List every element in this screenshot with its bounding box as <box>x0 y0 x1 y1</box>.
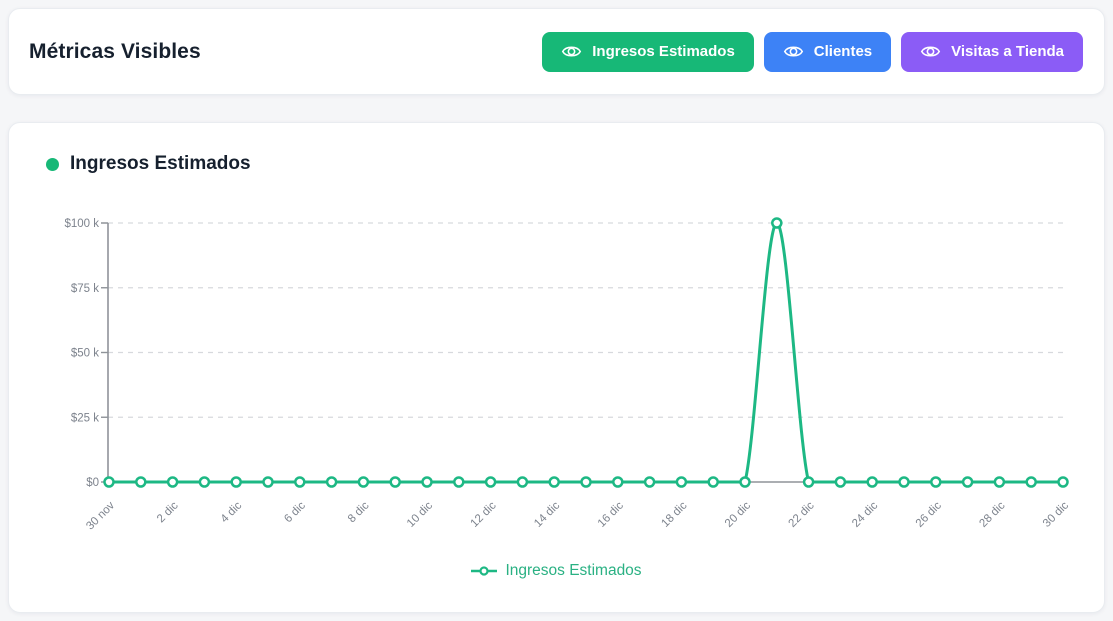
svg-text:18 dic: 18 dic <box>659 499 689 529</box>
legend-label: Ingresos Estimados <box>505 562 642 579</box>
eye-icon <box>920 41 941 62</box>
svg-text:28 dic: 28 dic <box>977 499 1007 529</box>
svg-text:30 dic: 30 dic <box>1041 499 1071 529</box>
metric-button-label: Ingresos Estimados <box>592 43 735 60</box>
toggle-ingresos-estimados-button[interactable]: Ingresos Estimados <box>542 31 754 72</box>
toggle-clientes-button[interactable]: Clientes <box>763 31 892 72</box>
svg-text:24 dic: 24 dic <box>850 499 880 529</box>
metric-button-label: Visitas a Tienda <box>951 43 1064 60</box>
svg-text:$100 k: $100 k <box>64 218 99 230</box>
svg-text:22 dic: 22 dic <box>787 499 817 529</box>
chart-title-label: Ingresos Estimados <box>70 153 251 174</box>
legend-item-ingresos[interactable]: Ingresos Estimados <box>471 562 642 580</box>
svg-text:30 nov: 30 nov <box>84 499 117 532</box>
toggle-visitas-tienda-button[interactable]: Visitas a Tienda <box>901 31 1083 72</box>
page-title: Métricas Visibles <box>29 39 201 63</box>
metric-toggle-buttons: Ingresos Estimados Clientes <box>542 31 1083 72</box>
svg-text:20 dic: 20 dic <box>723 499 753 529</box>
ingresos-line-chart: $0 $25 k $50 k $75 k $100 k 30 nov 2 dic 4 dic 6… <box>64 217 1071 533</box>
eye-icon <box>783 41 804 62</box>
svg-text:$75 k: $75 k <box>71 283 99 295</box>
series-color-dot <box>46 157 59 171</box>
svg-text:$0: $0 <box>86 477 99 489</box>
eye-icon <box>561 41 582 62</box>
svg-text:8 dic: 8 dic <box>346 499 372 525</box>
svg-text:10 dic: 10 dic <box>405 499 435 529</box>
metric-button-label: Clientes <box>813 43 873 60</box>
svg-text:4 dic: 4 dic <box>219 499 245 525</box>
metrics-header-card: Métricas Visibles Ingresos Estimados <box>8 8 1105 95</box>
svg-text:$25 k: $25 k <box>71 412 99 424</box>
legend-line-marker <box>471 566 498 576</box>
svg-text:$50 k: $50 k <box>71 348 99 360</box>
chart-title: Ingresos Estimados <box>46 151 1104 177</box>
chart-card: Ingresos Estimados $0 $25 k $50 k $75 k $100… <box>8 122 1105 613</box>
svg-text:16 dic: 16 dic <box>596 499 626 529</box>
chart-legend: Ingresos Estimados <box>9 562 1104 580</box>
svg-text:6 dic: 6 dic <box>282 499 308 525</box>
svg-text:14 dic: 14 dic <box>532 499 562 529</box>
svg-text:2 dic: 2 dic <box>155 499 181 525</box>
svg-text:12 dic: 12 dic <box>469 499 499 529</box>
svg-text:26 dic: 26 dic <box>914 499 944 529</box>
